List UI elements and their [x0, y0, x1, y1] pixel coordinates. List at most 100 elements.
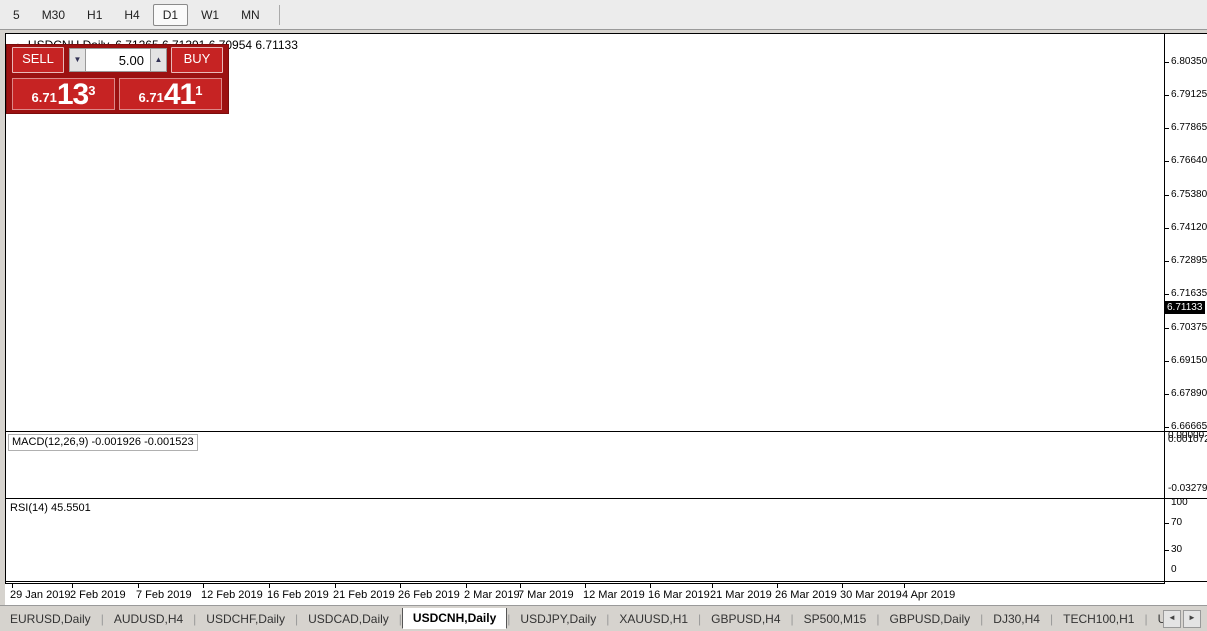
- timeframe-buttons: 5 M30 H1 H4 D1 W1 MN: [0, 3, 269, 26]
- tab-eurusd-daily[interactable]: EURUSD,Daily: [10, 611, 91, 626]
- date-tick-mark: [466, 584, 467, 588]
- sell-price-prefix: 6.71: [31, 90, 57, 105]
- timeframe-h1[interactable]: H1: [87, 7, 103, 22]
- tab-separator: |: [876, 611, 880, 626]
- tab-separator: |: [398, 611, 402, 626]
- tab-usdchf-daily[interactable]: USDCHF,Daily: [206, 611, 285, 626]
- date-tick-label: 29 Jan 2019: [10, 589, 71, 601]
- tab-scroll-buttons: ◄ ►: [1163, 609, 1207, 628]
- tab-scroll-right-icon[interactable]: ►: [1183, 609, 1201, 628]
- date-tick-label: 4 Apr 2019: [902, 589, 956, 601]
- tab-separator: |: [193, 611, 197, 626]
- date-tick-label: 16 Mar 2019: [648, 589, 710, 601]
- tab-xauusd-h1[interactable]: XAUUSD,H1: [619, 611, 689, 626]
- symbol-tab-bar: EURUSD,Daily | AUDUSD,H4 | USDCHF,Daily | USDC…: [0, 605, 1207, 631]
- tab-separator: |: [1049, 611, 1054, 626]
- price-axis-column: [1165, 33, 1207, 607]
- price-tick-label: 6.76640: [1171, 154, 1207, 166]
- buy-button[interactable]: BUY: [171, 47, 223, 73]
- date-axis-divider: [5, 581, 1207, 582]
- sell-price-box[interactable]: 6.71 13 3: [12, 78, 115, 110]
- tab-dj30-h4[interactable]: DJ30,H4: [993, 611, 1040, 626]
- price-tick-label: 6.66665: [1171, 420, 1207, 432]
- axis-tick-mark: [1165, 328, 1169, 330]
- date-tick-label: 12 Feb 2019: [201, 589, 263, 601]
- tab-separator: |: [606, 611, 610, 626]
- date-tick-label: 7 Mar 2019: [518, 589, 574, 601]
- tab-audusd-h4[interactable]: AUDUSD,H4: [113, 611, 184, 626]
- axis-tick-mark: [1165, 194, 1169, 196]
- date-tick-mark: [650, 584, 651, 588]
- axis-tick-mark: [1165, 426, 1169, 428]
- tab-tech100-h1[interactable]: TECH100,H1: [1063, 611, 1135, 626]
- chart-frame: [5, 33, 1165, 605]
- rsi-axis-label: 0: [1171, 564, 1177, 575]
- buy-price-point: 1: [195, 83, 203, 98]
- axis-tick-mark: [1165, 128, 1169, 130]
- toolbar-separator: [278, 4, 280, 25]
- tab-separator: |: [100, 611, 104, 626]
- buy-price-pips: 41: [163, 78, 196, 111]
- date-tick-mark: [842, 584, 843, 588]
- tab-usdjpy-daily[interactable]: USDJPY,Daily: [520, 611, 597, 626]
- tab-gbpusd-h4[interactable]: GBPUSD,H4: [711, 611, 781, 626]
- price-tick-label: 6.75380: [1171, 188, 1207, 200]
- price-tick-label: 6.69150: [1171, 354, 1207, 366]
- axis-tick-mark: [1165, 549, 1169, 551]
- date-tick-label: 12 Mar 2019: [583, 589, 645, 601]
- tab-usdcnh-daily[interactable]: USDCNH,Daily: [401, 608, 508, 629]
- tab-ukc[interactable]: UKC: [1157, 611, 1163, 626]
- macd-axis-label: 0.001072: [1168, 434, 1207, 445]
- tab-separator: |: [294, 611, 299, 626]
- macd-label: MACD(12,26,9) -0.001926 -0.001523: [8, 434, 198, 451]
- date-tick-mark: [203, 584, 204, 588]
- date-tick-mark: [72, 584, 73, 588]
- timeframe-w1[interactable]: W1: [201, 7, 220, 22]
- date-tick-label: 21 Mar 2019: [710, 589, 772, 601]
- date-tick-label: 7 Feb 2019: [136, 589, 192, 601]
- macd-axis-label: 0.00000: [1168, 430, 1205, 441]
- sell-price-pips: 13: [56, 78, 89, 111]
- timeframe-m30[interactable]: M30: [41, 7, 66, 22]
- tab-separator: |: [980, 611, 984, 626]
- timeframe-5[interactable]: 5: [13, 7, 20, 22]
- timeframe-d1[interactable]: D1: [152, 3, 189, 26]
- date-tick-label: 2 Mar 2019: [464, 589, 520, 601]
- date-tick-mark: [12, 584, 13, 588]
- axis-tick-mark: [1165, 160, 1169, 162]
- axis-tick-mark: [1165, 94, 1169, 96]
- tab-gbpusd-daily[interactable]: GBPUSD,Daily: [889, 611, 971, 626]
- quote-prices: 6.71 13 3 6.71 41 1: [7, 78, 228, 110]
- date-tick-mark: [335, 584, 336, 588]
- macd-panel-divider: [5, 431, 1207, 432]
- axis-tick-mark: [1165, 228, 1169, 230]
- macd-axis-min-label: -0.03279: [1168, 483, 1207, 494]
- tab-usdcad-daily[interactable]: USDCAD,Daily: [308, 611, 389, 626]
- rsi-axis-label: 100: [1171, 497, 1188, 508]
- tab-sp500-m15[interactable]: SP500,M15: [803, 611, 867, 626]
- price-tick-label: 6.67890: [1171, 388, 1207, 400]
- timeframe-toolbar: 5 M30 H1 H4 D1 W1 MN: [0, 0, 1207, 30]
- volume-decrease-button[interactable]: ▼: [69, 48, 86, 72]
- rsi-label: RSI(14) 45.5501: [10, 502, 91, 514]
- axis-tick-mark: [1165, 523, 1169, 525]
- buy-price-prefix: 6.71: [138, 90, 164, 105]
- price-tick-label: 6.71635: [1171, 288, 1207, 300]
- sell-button[interactable]: SELL: [12, 47, 64, 73]
- price-tick-label: 6.74120: [1171, 222, 1207, 234]
- volume-increase-button[interactable]: ▲: [150, 48, 167, 72]
- price-tick-label: 6.70375: [1171, 322, 1207, 334]
- volume-input[interactable]: 5.00: [86, 48, 150, 72]
- date-tick-mark: [585, 584, 586, 588]
- tab-separator: |: [1144, 611, 1148, 626]
- price-tick-label: 6.80350: [1171, 56, 1207, 67]
- axis-tick-mark: [1165, 260, 1169, 262]
- axis-tick-mark: [1165, 62, 1169, 63]
- date-axis: 29 Jan 2019 2 Feb 2019 7 Feb 2019 12 Feb 20…: [5, 583, 1165, 606]
- date-tick-label: 30 Mar 2019: [840, 589, 902, 601]
- buy-price-box[interactable]: 6.71 41 1: [119, 78, 222, 110]
- tab-scroll-left-icon[interactable]: ◄: [1163, 609, 1181, 628]
- timeframe-mn[interactable]: MN: [241, 7, 260, 22]
- timeframe-h4[interactable]: H4: [124, 7, 140, 22]
